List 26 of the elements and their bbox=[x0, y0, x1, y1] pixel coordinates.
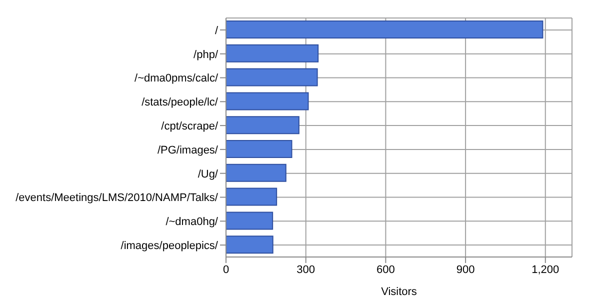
y-tick-label: / bbox=[214, 24, 219, 37]
y-tick-label: /PG/images/ bbox=[157, 144, 219, 156]
bar bbox=[226, 68, 318, 86]
x-tick-label: 300 bbox=[296, 264, 316, 276]
x-tick-label: 600 bbox=[376, 264, 395, 276]
bar bbox=[226, 188, 278, 206]
x-axis-title: Visitors bbox=[381, 286, 418, 298]
bar bbox=[226, 20, 544, 38]
y-tick-label: /Ug/ bbox=[198, 168, 219, 180]
x-tick-label: 1,200 bbox=[532, 264, 560, 276]
y-tick-label: /events/Meetings/LMS/2010/NAMP/Talks/ bbox=[16, 192, 219, 204]
bar bbox=[226, 212, 274, 230]
y-tick-label: /~dma0pms/calc/ bbox=[134, 72, 219, 85]
x-tick-label: 900 bbox=[456, 264, 475, 276]
x-tick-label: 0 bbox=[222, 264, 230, 276]
y-tick-label: /php/ bbox=[194, 48, 219, 61]
bar bbox=[226, 116, 300, 134]
y-tick-label: /cpt/scrape/ bbox=[161, 120, 219, 132]
bar bbox=[226, 164, 286, 182]
y-tick-label: /stats/people/lc/ bbox=[142, 96, 219, 109]
bar bbox=[226, 44, 319, 62]
bar bbox=[226, 236, 274, 254]
y-tick-label: /~dma0hg/ bbox=[166, 216, 219, 228]
bar bbox=[226, 140, 292, 158]
y-tick-label: /images/peoplepics/ bbox=[120, 240, 219, 252]
bar bbox=[226, 92, 309, 110]
